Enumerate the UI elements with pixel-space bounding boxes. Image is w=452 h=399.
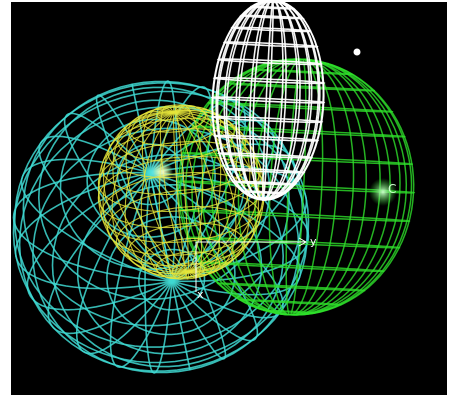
yellow-wire-meridian-14 (102, 111, 189, 275)
white-wire-meridian-21 (261, 2, 274, 201)
yellow-wire-meridian-22 (172, 104, 190, 272)
cyan-wire-meridian-15 (38, 135, 173, 282)
white-wire-meridian-10 (262, 2, 275, 201)
cyan-wire-meridian-22 (149, 119, 275, 282)
light-source-dot (353, 48, 361, 56)
cyan-wire-meridian-13 (12, 171, 173, 282)
y-axis-label: y (310, 235, 317, 248)
green-wire-meridian-14 (191, 58, 303, 316)
white-wire-meridian-17 (215, 2, 264, 201)
cyan-wire-meridian-12 (14, 172, 173, 290)
yellow-wire-meridian-9 (172, 112, 190, 280)
yellow-wire-meridian-7 (173, 112, 221, 277)
yellow-wire-meridian-21 (159, 105, 189, 272)
green-wire-meridian-6 (289, 58, 408, 316)
cyan-wire-meridian-8 (109, 172, 173, 369)
yellow-wire-meridian-20 (141, 107, 189, 272)
green-wire-meridian-10 (289, 58, 307, 316)
cyan-wire-meridian-5 (149, 172, 227, 360)
green-wire-meridian-3 (289, 58, 401, 316)
yellow-wire-meridian-10 (158, 112, 189, 280)
yellow-wire-meridian-23 (173, 104, 204, 272)
white-wire-meridian-5 (263, 2, 325, 201)
white-ellipsoid[interactable] (210, 2, 326, 201)
coordinate-axes: y x (195, 235, 317, 301)
yellow-pole-glow (153, 162, 173, 182)
cyan-wire-meridian-11 (26, 172, 173, 311)
green-wire-meridian-17 (184, 58, 303, 316)
white-wire-meridian-0 (262, 2, 284, 201)
x-axis-label: x (197, 288, 204, 301)
cyan-wire-meridian-14 (20, 158, 173, 282)
white-wire-meridian-18 (223, 2, 266, 201)
green-wire-meridian-19 (225, 58, 303, 316)
green-wire-meridian-16 (177, 58, 303, 316)
yellow-wire-meridian-25 (173, 106, 238, 272)
yellow-wire-meridian-12 (124, 112, 189, 278)
green-sphere[interactable] (176, 58, 416, 316)
green-pole-glow (369, 178, 397, 206)
green-wire-meridian-5 (289, 58, 415, 316)
white-wire-meridian-7 (263, 2, 313, 201)
green-wire-meridian-0 (289, 58, 324, 316)
white-wire-meridian-19 (235, 2, 268, 201)
yellow-wire-meridian-11 (140, 112, 189, 279)
white-wire-meridian-9 (263, 2, 287, 201)
yellow-wire-meridian-17 (103, 111, 189, 273)
yellow-wire-meridian-18 (112, 110, 189, 273)
yellow-wire-meridian-19 (125, 108, 189, 273)
white-wire-meridian-16 (211, 2, 264, 201)
green-wire-meridian-1 (289, 58, 355, 316)
yellow-wire-meridian-5 (173, 111, 250, 274)
cyan-wire-meridian-21 (149, 99, 247, 282)
yellow-wire-meridian-6 (173, 111, 237, 276)
green-wire-meridian-8 (289, 58, 367, 316)
white-wire-meridian-8 (263, 2, 301, 201)
yellow-wire-meridian-15 (97, 111, 189, 273)
green-sphere-label: C (388, 182, 396, 196)
white-wire-meridian-20 (249, 2, 271, 201)
3d-viewport[interactable]: y x C (11, 2, 447, 395)
white-wire-latitude-8 (210, 96, 326, 104)
green-wire-meridian-18 (201, 58, 303, 316)
white-wire-meridian-11 (252, 2, 272, 201)
scene-canvas[interactable]: y x C (11, 2, 447, 395)
green-wire-meridian-9 (289, 58, 338, 316)
y-axis-arrow (298, 237, 308, 247)
green-wire-latitude-10 (207, 101, 394, 113)
cyan-wire-meridian-18 (131, 83, 173, 282)
yellow-wire-meridian-16 (98, 111, 189, 273)
white-wire-latitude-11 (222, 41, 319, 48)
white-wire-meridian-6 (263, 2, 321, 201)
